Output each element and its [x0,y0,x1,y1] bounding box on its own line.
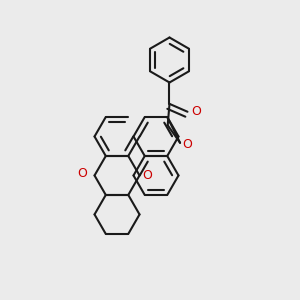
Text: O: O [77,167,87,180]
Text: O: O [191,105,201,118]
Text: O: O [142,169,152,182]
Text: O: O [182,138,192,151]
